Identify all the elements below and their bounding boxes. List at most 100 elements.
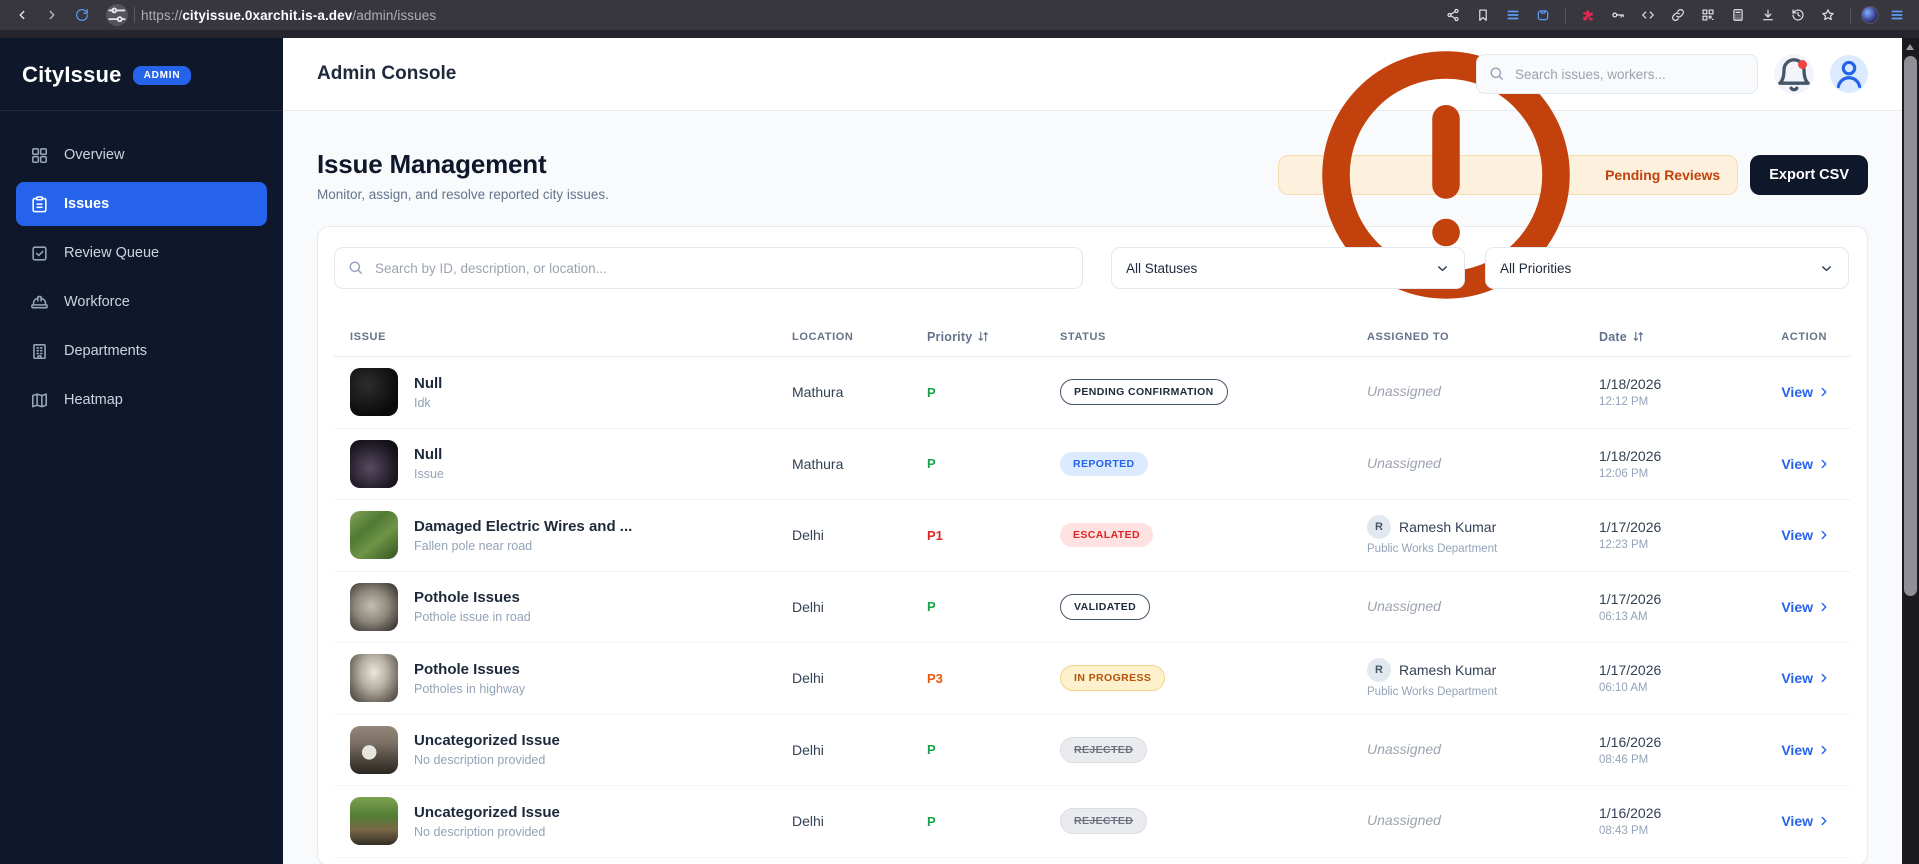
scrollbar-up-arrow[interactable]: [1906, 44, 1914, 50]
column-header-date[interactable]: Date: [1599, 330, 1762, 344]
url-divider: [134, 7, 135, 23]
export-csv-button[interactable]: Export CSV: [1750, 155, 1868, 195]
address-bar[interactable]: https://cityissue.0xarchit.is-a.dev/admi…: [106, 3, 436, 27]
logo-row: CityIssue ADMIN: [0, 38, 283, 111]
issue-title: Pothole Issues: [414, 660, 520, 678]
hard-hat-icon: [30, 293, 49, 312]
table-row: Damaged Electric Wires and ... Fallen pol…: [334, 500, 1851, 572]
global-search: [1476, 54, 1758, 94]
calculator-icon[interactable]: [1726, 3, 1750, 27]
issue-title: Damaged Electric Wires and ...: [414, 517, 633, 535]
table-row: Pothole Issues Pothole issue in road Delhi…: [334, 572, 1851, 643]
issue-date: 1/17/2026: [1599, 519, 1662, 536]
site-permissions-icon[interactable]: [106, 4, 128, 26]
chevron-down-icon: [1819, 261, 1834, 276]
map-icon: [30, 391, 49, 410]
table-row: Uncategorized Issue No description provid…: [334, 786, 1851, 858]
bookmark-icon[interactable]: [1471, 3, 1495, 27]
view-button[interactable]: View: [1781, 599, 1831, 615]
building-icon: [30, 342, 49, 361]
forward-icon[interactable]: [40, 3, 64, 27]
page-scrollbar[interactable]: [1902, 38, 1919, 864]
scrollbar-thumb[interactable]: [1904, 56, 1917, 596]
issue-description: Issue: [414, 467, 444, 482]
download-icon[interactable]: [1756, 3, 1780, 27]
history-icon[interactable]: [1786, 3, 1810, 27]
extension-red-icon[interactable]: [1576, 3, 1600, 27]
issue-photo-thumbnail: [350, 582, 398, 631]
sidebar-nav: Overview Issues Review Queue Workforce Depar…: [0, 111, 283, 444]
link-icon[interactable]: [1666, 3, 1690, 27]
view-button[interactable]: View: [1781, 527, 1831, 543]
status-badge: IN PROGRESS: [1060, 665, 1166, 692]
table-row: Uncategorized Issue No description provid…: [334, 715, 1851, 786]
sort-icon: [1632, 330, 1645, 343]
container-icon[interactable]: [1531, 3, 1555, 27]
issue-description: Fallen pole near road: [414, 538, 533, 553]
issue-filter-search-input[interactable]: [334, 247, 1083, 289]
view-button[interactable]: View: [1781, 813, 1831, 829]
issue-date: 1/17/2026: [1599, 662, 1662, 679]
search-icon: [1488, 65, 1505, 82]
share-icon[interactable]: [1441, 3, 1465, 27]
status-badge: ESCALATED: [1060, 523, 1153, 548]
profile-avatar[interactable]: [1861, 6, 1879, 24]
assignee-unassigned: Unassigned: [1367, 383, 1441, 400]
sidebar-item-departments[interactable]: Departments: [16, 329, 267, 373]
issue-time: 08:46 PM: [1599, 753, 1649, 766]
column-header-issue: ISSUE: [350, 330, 387, 343]
column-header-location: LOCATION: [792, 330, 854, 343]
issue-date: 1/18/2026: [1599, 447, 1662, 464]
assignee-name: Ramesh Kumar: [1399, 662, 1497, 679]
notification-dot: [1798, 60, 1807, 69]
reading-list-icon[interactable]: [1501, 3, 1525, 27]
sidebar-item-overview[interactable]: Overview: [16, 133, 267, 177]
menu-icon[interactable]: [1885, 3, 1909, 27]
issue-title: Null: [414, 374, 443, 392]
url-text[interactable]: https://cityissue.0xarchit.is-a.dev/admi…: [141, 7, 437, 23]
reload-icon[interactable]: [70, 3, 94, 27]
issue-description: Pothole issue in road: [414, 610, 531, 625]
issue-time: 06:13 AM: [1599, 610, 1648, 623]
assignee-avatar: R: [1367, 515, 1391, 540]
issue-location: Delhi: [792, 813, 824, 830]
code-icon[interactable]: [1636, 3, 1660, 27]
view-button[interactable]: View: [1781, 384, 1831, 400]
qr-grid-icon[interactable]: [1696, 3, 1720, 27]
page-header-title: Admin Console: [317, 63, 457, 84]
issue-photo-thumbnail: [350, 511, 398, 560]
issue-location: Delhi: [792, 670, 824, 687]
status-filter-select[interactable]: All Statuses: [1111, 247, 1465, 289]
issue-description: No description provided: [414, 753, 546, 768]
profile-button[interactable]: [1830, 55, 1868, 93]
priority-filter-select[interactable]: All Priorities: [1485, 247, 1849, 289]
sidebar-item-label: Overview: [64, 147, 125, 163]
sidebar-item-heatmap[interactable]: Heatmap: [16, 378, 267, 422]
user-icon: [1830, 55, 1868, 93]
pending-reviews-button[interactable]: Pending Reviews: [1278, 51, 1739, 299]
status-badge: VALIDATED: [1060, 593, 1151, 620]
view-button[interactable]: View: [1781, 742, 1831, 758]
sidebar-item-label: Issues: [64, 196, 110, 212]
password-key-icon[interactable]: [1606, 3, 1630, 27]
issue-location: Mathura: [792, 384, 844, 401]
back-icon[interactable]: [10, 3, 34, 27]
priority-badge: P: [927, 384, 936, 400]
global-search-input[interactable]: [1476, 54, 1758, 94]
sidebar-item-review-queue[interactable]: Review Queue: [16, 231, 267, 275]
priority-badge: P3: [927, 670, 943, 686]
sidebar-item-workforce[interactable]: Workforce: [16, 280, 267, 324]
star-icon[interactable]: [1816, 3, 1840, 27]
view-button[interactable]: View: [1781, 670, 1831, 686]
chevron-right-icon: [1817, 600, 1831, 614]
toolbar-left-icons: [10, 3, 94, 27]
table-body: Null Idk Mathura P PENDING CONFIRMATION Unass…: [334, 357, 1851, 858]
browser-toolbar-edge: [0, 30, 1919, 38]
notifications-button[interactable]: [1774, 54, 1814, 94]
sidebar-item-issues[interactable]: Issues: [16, 182, 267, 226]
assignee-department: Public Works Department: [1367, 543, 1498, 556]
column-header-priority[interactable]: Priority: [927, 330, 1060, 344]
view-button[interactable]: View: [1781, 456, 1831, 472]
table-header: ISSUE LOCATION Priority STATUS ASSIGNED TO Da…: [334, 317, 1851, 357]
assignee-name: Ramesh Kumar: [1399, 519, 1497, 536]
